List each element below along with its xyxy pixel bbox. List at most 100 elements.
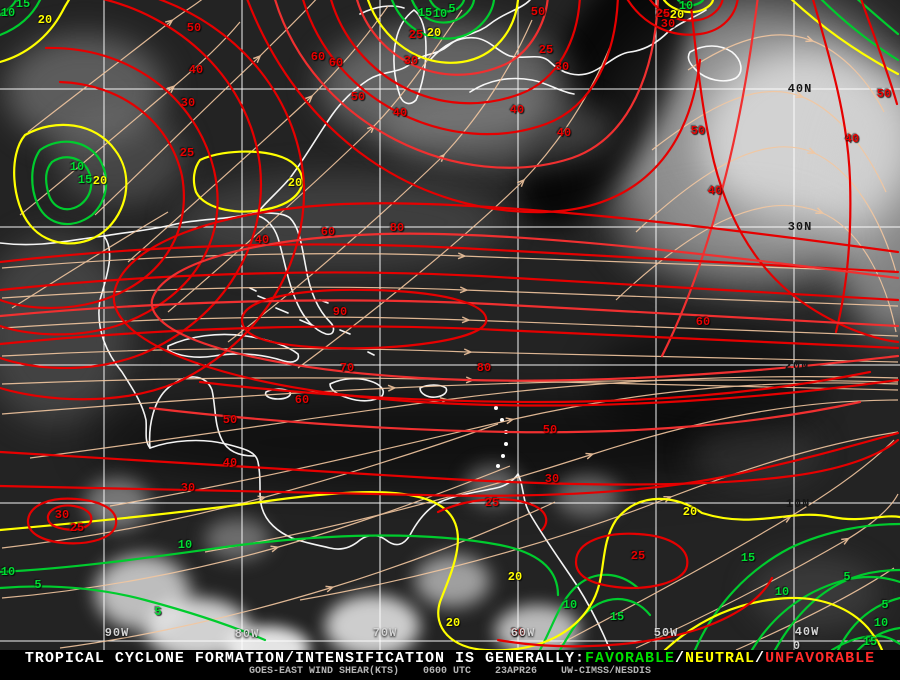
contours-red-shape (496, 576, 774, 648)
streamlines-shape (651, 90, 887, 193)
product-time: 0600 UTC (422, 666, 471, 677)
contours-red-shape (0, 325, 900, 350)
streamlines-shape (127, 5, 389, 263)
contours-red-shape (0, 0, 306, 401)
satellite-map-shape (415, 555, 490, 607)
contours-green-shape (856, 626, 900, 650)
contours-yellow (0, 0, 900, 650)
contours-green-shape (836, 596, 900, 650)
streamlines-shape (1, 423, 499, 549)
product-name: GOES-EAST WIND SHEAR(KTS) (248, 666, 399, 677)
streamlines-shape (1, 465, 511, 599)
contours-red-shape (302, 0, 619, 136)
coastlines-shape (167, 333, 300, 363)
contours-yellow-shape (0, 491, 900, 650)
contours-red-shape (574, 532, 689, 590)
caption-gap (537, 666, 561, 677)
coastlines-shape (687, 45, 742, 82)
coastlines-shape (419, 384, 448, 398)
contours-yellow-shape (790, 0, 900, 76)
satellite-map-shape (205, 518, 270, 560)
separator: / (755, 650, 766, 667)
contours-red-shape (330, 0, 581, 105)
contours-green-shape (538, 573, 640, 650)
streamlines-shape (615, 204, 897, 333)
coastlines-shape (393, 9, 427, 105)
contours-green-shape (830, 634, 900, 650)
contours-yellow-shape (662, 0, 715, 14)
contours-green-shape (0, 534, 560, 597)
contours-green-shape (856, 0, 900, 36)
unfavorable-label: UNFAVORABLE (765, 650, 876, 667)
coastlines (0, 0, 742, 650)
product-source: UW-CIMSS/NESDIS (561, 666, 652, 677)
streamlines-shape (11, 211, 169, 309)
contours-green-shape (428, 0, 466, 13)
coastlines-shape (264, 388, 292, 400)
contours-red-shape (648, 0, 724, 22)
contours-red-shape (860, 0, 899, 106)
separator: / (675, 650, 686, 667)
status-banner: TROPICAL CYCLONE FORMATION/INTENSIFICATI… (0, 650, 900, 680)
contours-red-shape (356, 0, 549, 76)
formation-statement: TROPICAL CYCLONE FORMATION/INTENSIFICATI… (0, 650, 900, 667)
antilles-islands (494, 406, 508, 468)
antilles-islands-shape (494, 406, 498, 410)
antilles-islands-shape (496, 464, 500, 468)
satellite-map: 50 40 30 25 60 60 50 40 30 25 50 25 30 40 40 25 30 50 40 50… (0, 0, 900, 650)
streamlines-shape (687, 34, 885, 113)
contours-red-shape (689, 0, 900, 344)
contours-red-shape (0, 46, 219, 336)
contours-red-shape (246, 0, 702, 214)
contours-green-shape (676, 0, 705, 7)
streamlines-shape (59, 501, 556, 649)
contours-red-shape (198, 370, 872, 404)
contours-green-shape (558, 598, 652, 650)
antilles-islands-shape (504, 442, 508, 446)
contours-green-shape (410, 0, 476, 24)
contours-red-shape (26, 497, 118, 545)
satellite-map-shape (555, 475, 620, 517)
neutral-label: NEUTRAL (685, 650, 756, 667)
streamlines-shape (559, 439, 895, 645)
coastlines-shape (0, 235, 151, 449)
antilles-islands-shape (500, 418, 504, 422)
streamlines-shape (635, 146, 897, 273)
caption-gap (471, 666, 495, 677)
streamlines-shape (1, 252, 899, 273)
streamlines-shape (299, 431, 899, 601)
caption-gap (399, 666, 423, 677)
streamlines-shape (1, 316, 899, 337)
contours-green-shape (0, 0, 42, 37)
contours-yellow-shape (366, 0, 520, 64)
grid-lines (0, 0, 900, 650)
coastlines-shape (257, 0, 531, 213)
streamlines-shape (19, 21, 241, 216)
product-date: 23APR26 (495, 666, 538, 677)
contours-red-shape (436, 498, 548, 532)
contours-red-shape (46, 504, 93, 531)
antilles-islands-shape (501, 454, 505, 458)
coastlines-shape (517, 473, 611, 650)
contours-green-shape (0, 0, 18, 17)
streamlines-shape (94, 0, 317, 216)
contours-red-shape (812, 0, 852, 334)
contours-green-shape (750, 576, 900, 650)
satellite-map-shape (380, 90, 610, 170)
contours-red-shape (0, 431, 900, 497)
contours-red-shape (660, 0, 759, 358)
streamlines-shape (1, 347, 899, 363)
contours-red-shape (148, 400, 862, 434)
contours-yellow-shape (0, 0, 71, 64)
contours-red-shape (274, 0, 659, 169)
product-caption: GOES-EAST WIND SHEAR(KTS) 0600 UTC 23APR… (0, 666, 900, 680)
coastlines-shape (429, 9, 707, 76)
coastlines-shape (359, 5, 405, 15)
contours-red-shape (0, 271, 900, 302)
satellite-map-shape (90, 395, 810, 490)
coastlines-shape (469, 77, 575, 95)
favorable-label: FAVORABLE (585, 650, 676, 667)
contours-red-shape (0, 243, 900, 274)
contours-red-shape (0, 299, 900, 328)
